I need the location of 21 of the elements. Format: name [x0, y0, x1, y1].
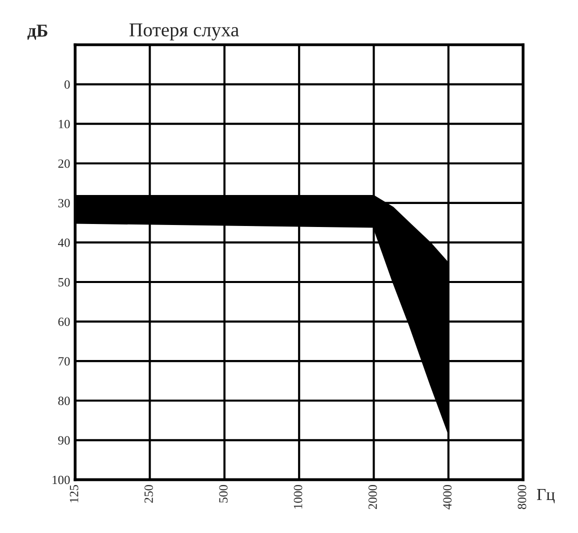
chart-title: Потеря слуха	[129, 23, 239, 40]
y-tick-label: 50	[58, 278, 70, 286]
y-axis-title: дБ	[27, 24, 48, 40]
y-tick-label: 0	[64, 80, 70, 89]
y-tick-label: 20	[58, 159, 70, 168]
y-tick-label: 60	[58, 318, 70, 326]
y-tick-label: 30	[58, 198, 70, 208]
x-tick-label: 250	[144, 485, 153, 503]
y-tick-label: 40	[58, 238, 70, 247]
y-tick-label: 10	[58, 120, 70, 128]
x-tick-label: 125	[70, 485, 78, 502]
x-tick-label: 8000	[518, 485, 526, 510]
y-tick-label: 90	[58, 436, 70, 445]
x-tick-label: 500	[219, 485, 228, 503]
x-tick-label: 4000	[443, 485, 452, 510]
x-axis-title: Гц	[537, 489, 555, 504]
x-tick-label: 1000	[294, 485, 302, 508]
y-tick-label: 80	[58, 396, 70, 406]
y-tick-label: 70	[58, 357, 70, 366]
x-tick-label: 2000	[368, 485, 377, 510]
y-tick-label: 100	[52, 476, 70, 484]
